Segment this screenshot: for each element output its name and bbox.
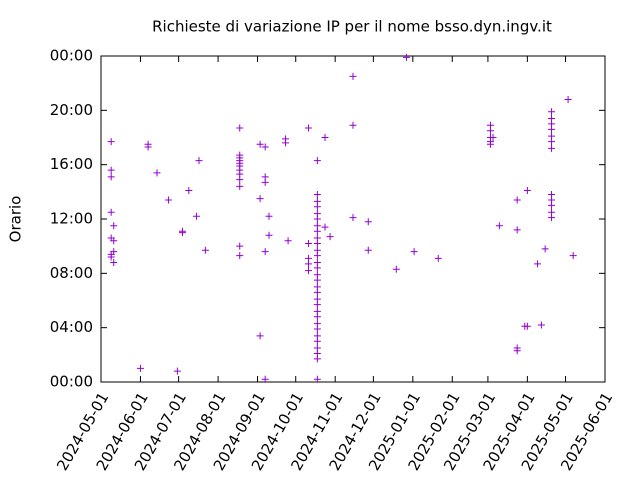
point xyxy=(534,260,542,268)
point xyxy=(110,222,118,230)
point xyxy=(313,215,321,223)
point xyxy=(107,138,115,146)
point xyxy=(313,239,321,247)
point xyxy=(523,186,531,194)
point xyxy=(434,254,442,262)
point xyxy=(495,222,503,230)
point xyxy=(569,252,577,260)
point xyxy=(313,227,321,235)
y-tick-label: 16:00 xyxy=(50,155,93,173)
point xyxy=(136,364,144,372)
chart-title: Richieste di variazione IP per il nome b… xyxy=(152,18,552,36)
point xyxy=(410,248,418,256)
point xyxy=(185,186,193,194)
point xyxy=(164,196,172,204)
point xyxy=(153,169,161,177)
point xyxy=(313,337,321,345)
point xyxy=(107,173,115,181)
point xyxy=(265,231,273,239)
point xyxy=(107,208,115,216)
point xyxy=(513,344,521,352)
point xyxy=(548,214,556,222)
y-axis-label: Orario xyxy=(7,196,25,243)
point xyxy=(192,212,200,220)
point xyxy=(256,195,264,203)
point xyxy=(313,191,321,199)
point xyxy=(256,332,264,340)
point xyxy=(236,182,244,190)
point xyxy=(173,367,181,375)
point xyxy=(107,253,115,261)
y-tick-label: 00:00 xyxy=(50,373,93,391)
y-tick-label: 00:00 xyxy=(50,47,93,65)
point xyxy=(110,248,118,256)
point xyxy=(364,218,372,226)
point xyxy=(364,246,372,254)
point xyxy=(392,265,400,273)
point xyxy=(284,237,292,245)
point xyxy=(548,201,556,209)
point xyxy=(236,252,244,260)
point xyxy=(349,121,357,129)
point xyxy=(256,140,264,148)
point xyxy=(313,252,321,260)
point xyxy=(304,267,312,275)
point xyxy=(541,245,549,253)
point xyxy=(548,144,556,152)
point xyxy=(548,138,556,146)
point xyxy=(304,124,312,132)
point xyxy=(313,313,321,321)
point xyxy=(261,143,269,151)
point xyxy=(313,157,321,165)
point xyxy=(321,223,329,231)
point xyxy=(537,321,545,329)
y-tick-label: 08:00 xyxy=(50,264,93,282)
point xyxy=(261,178,269,186)
point xyxy=(513,196,521,204)
point xyxy=(513,226,521,234)
point xyxy=(107,166,115,174)
point xyxy=(236,124,244,132)
point xyxy=(195,157,203,165)
point xyxy=(313,375,321,383)
point xyxy=(282,139,290,147)
point xyxy=(265,212,273,220)
y-tick-label: 20:00 xyxy=(50,101,93,119)
point xyxy=(489,134,497,141)
point xyxy=(261,248,269,256)
point xyxy=(313,301,321,309)
point xyxy=(548,108,556,116)
point xyxy=(144,140,152,148)
point xyxy=(313,264,321,272)
point xyxy=(321,134,329,141)
point xyxy=(261,375,269,383)
point xyxy=(313,355,321,363)
point xyxy=(178,229,186,237)
point xyxy=(486,127,494,135)
point xyxy=(236,176,244,184)
point xyxy=(110,237,118,245)
point xyxy=(201,246,209,254)
y-tick-label: 12:00 xyxy=(50,210,93,228)
point xyxy=(236,242,244,250)
point xyxy=(313,203,321,211)
point xyxy=(349,72,357,80)
point xyxy=(402,53,410,61)
point xyxy=(349,214,357,222)
point xyxy=(304,260,312,268)
point xyxy=(548,125,556,133)
point xyxy=(110,258,118,266)
point xyxy=(304,239,312,247)
point xyxy=(486,140,494,148)
point xyxy=(313,276,321,284)
point xyxy=(326,233,334,241)
point xyxy=(564,95,572,103)
point xyxy=(313,288,321,296)
point xyxy=(523,322,531,330)
y-tick-label: 04:00 xyxy=(50,318,93,336)
point xyxy=(313,325,321,333)
